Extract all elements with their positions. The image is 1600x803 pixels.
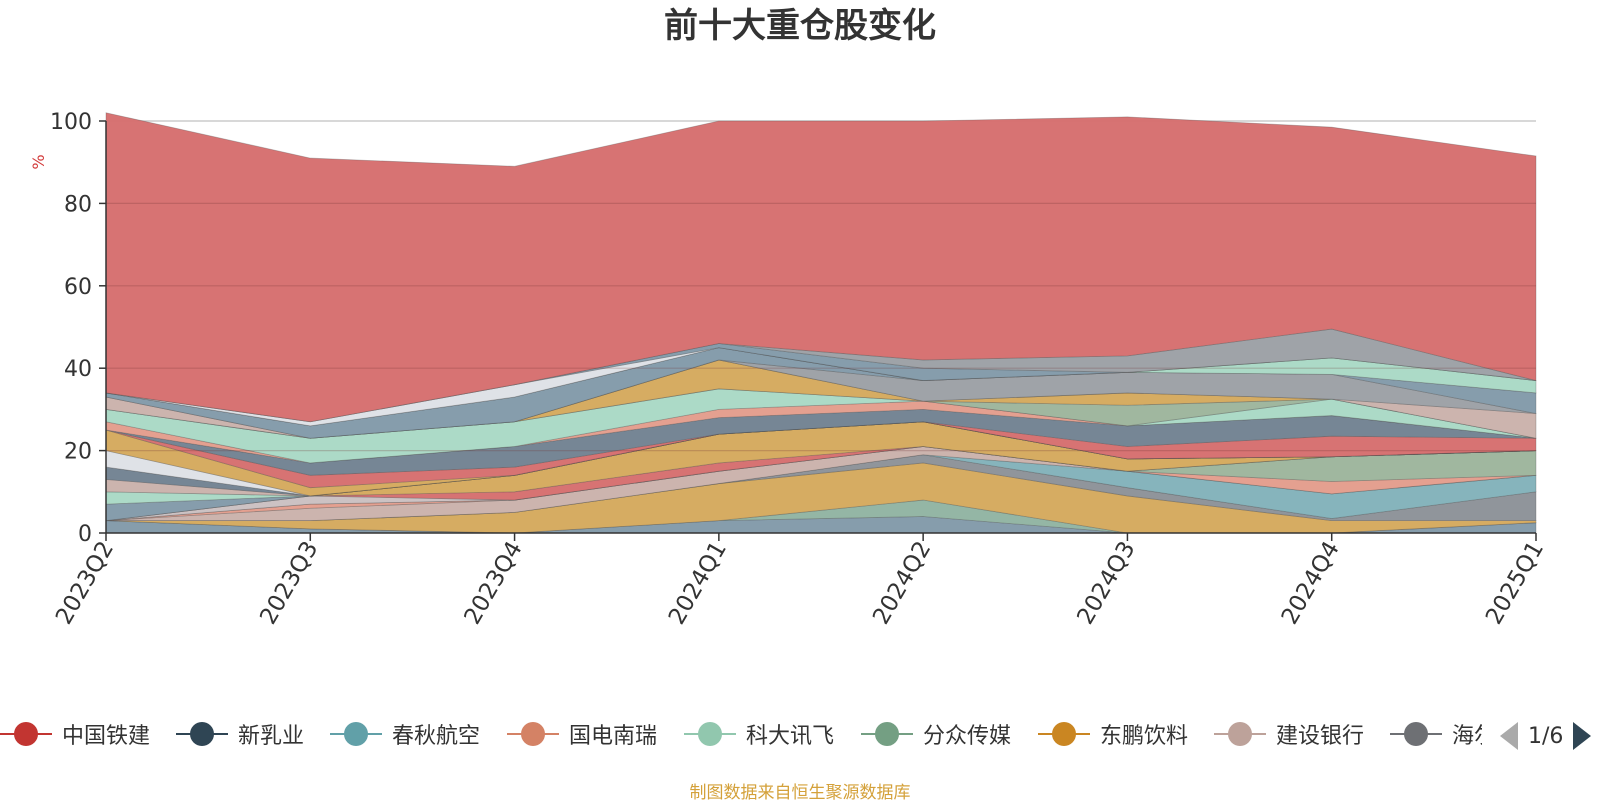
legend-item[interactable]: 东鹏饮料 [1038, 712, 1188, 756]
x-tick-label: 2024Q4 [1277, 537, 1345, 629]
x-tick-label: 2024Q2 [868, 537, 936, 629]
triangle-right-icon[interactable] [1573, 722, 1592, 750]
area-series-30[interactable] [105, 112, 1537, 423]
legend-item[interactable]: 新乳业 [176, 712, 304, 756]
x-tick-label: 2023Q3 [255, 537, 323, 629]
x-tick-label: 2025Q1 [1481, 537, 1549, 629]
circle-marker-icon [507, 722, 559, 746]
triangle-left-icon[interactable] [1500, 722, 1518, 750]
y-tick-label: 40 [64, 357, 92, 382]
legend-item-label: 国电南瑞 [569, 724, 658, 749]
legend-item-label: 建设银行 [1276, 724, 1365, 749]
circle-marker-icon [176, 722, 228, 746]
legend-item[interactable]: 春秋航空 [330, 712, 480, 756]
x-tick-label: 2023Q2 [51, 537, 119, 629]
legend-item[interactable]: 国电南瑞 [507, 712, 657, 756]
y-axis-label: % [29, 154, 48, 169]
legend-item-label: 科大讯飞 [746, 724, 835, 749]
x-tick-label: 2023Q4 [460, 537, 528, 629]
circle-marker-icon [1390, 722, 1442, 746]
chart-title: 前十大重仓股变化 [664, 6, 936, 46]
legend-items: 中国铁建 新乳业 春秋航空 国电南瑞 科大讯飞 分众传媒 东鹏饮料 建设银行 海尔 [0, 712, 1482, 756]
legend-page-indicator: 1/6 [1528, 723, 1564, 749]
circle-marker-icon [861, 722, 913, 746]
circle-marker-icon [684, 722, 736, 746]
circle-marker-icon [0, 722, 52, 746]
legend: 中国铁建 新乳业 春秋航空 国电南瑞 科大讯飞 分众传媒 东鹏饮料 建设银行 海尔 [0, 712, 1600, 756]
legend-item[interactable]: 科大讯飞 [684, 712, 834, 756]
legend-item-label: 海尔 [1452, 724, 1482, 749]
y-tick-label: 20 [64, 440, 92, 465]
legend-item-label: 分众传媒 [923, 724, 1012, 749]
y-tick-label: 0 [78, 522, 92, 547]
legend-item-label: 新乳业 [238, 724, 305, 749]
stacked-area-chart: 0 20 40 60 80 100% 2023Q2 2023Q3 2023Q4 2024Q1 202… [29, 110, 1549, 629]
legend-item[interactable]: 分众传媒 [861, 712, 1011, 756]
x-tick-label: 2024Q1 [664, 537, 732, 629]
circle-marker-icon [1214, 722, 1266, 746]
y-tick-label: 80 [64, 192, 92, 217]
data-source-note: 制图数据来自恒生聚源数据库 [689, 783, 911, 803]
legend-item-label: 中国铁建 [62, 724, 151, 749]
legend-item-label: 东鹏饮料 [1100, 724, 1189, 749]
legend-item[interactable]: 建设银行 [1214, 712, 1364, 756]
area-series-group [105, 112, 1537, 534]
legend-item[interactable]: 海尔 [1390, 712, 1482, 756]
legend-item-label: 春秋航空 [392, 724, 481, 749]
x-tick-label: 2024Q3 [1072, 537, 1140, 629]
legend-pager: 1/6 [1500, 722, 1592, 750]
legend-item[interactable]: 中国铁建 [0, 712, 150, 756]
circle-marker-icon [1038, 722, 1090, 746]
y-tick-label: 100 [50, 110, 92, 135]
circle-marker-icon [330, 722, 382, 746]
y-tick-label: 60 [64, 275, 92, 300]
